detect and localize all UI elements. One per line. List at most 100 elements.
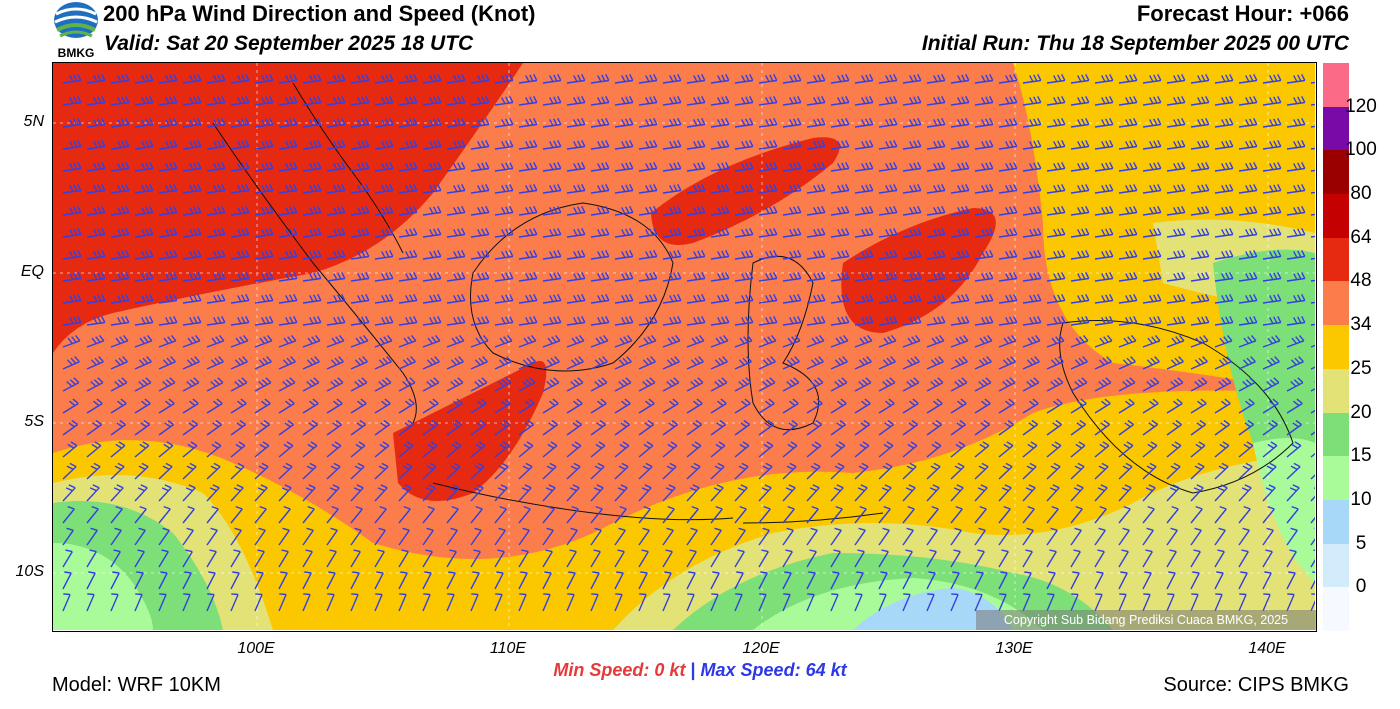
wind-barb (542, 73, 562, 84)
wind-barb (566, 95, 586, 106)
wind-barb (278, 183, 298, 194)
wind-barb (494, 293, 514, 304)
wind-barb (1070, 549, 1081, 568)
wind-barb (686, 398, 703, 414)
wind-barb (1238, 183, 1258, 194)
wind-barb (158, 419, 175, 436)
wind-barb (254, 334, 273, 348)
wind-barb (1094, 571, 1104, 590)
wind-barb (398, 549, 409, 568)
wind-barb (614, 73, 634, 84)
wind-barb (1118, 227, 1138, 238)
wind-barb (182, 139, 202, 150)
wind-barb (158, 205, 178, 216)
wind-barb (1190, 593, 1199, 612)
wind-barb (1070, 73, 1090, 84)
wind-barb (494, 398, 511, 414)
wind-barb (950, 161, 970, 172)
wind-barb (302, 73, 322, 84)
wind-barb (62, 139, 82, 150)
wind-barb (1166, 161, 1186, 172)
wind-barb (638, 95, 658, 106)
wind-barb (854, 271, 874, 282)
wind-barb (110, 484, 124, 502)
wind-barb (86, 249, 106, 260)
wind-barb (950, 462, 965, 480)
wind-barb (710, 505, 723, 524)
wind-barb (182, 549, 193, 568)
wind-barb (110, 398, 127, 414)
wind-barb (1022, 183, 1042, 194)
wind-barb (950, 139, 970, 150)
wind-barb (830, 549, 841, 568)
wind-barb (926, 249, 946, 260)
wind-barb (542, 571, 552, 590)
wind-barb (542, 484, 556, 502)
forecast-hour: Forecast Hour: +066 (1136, 1, 1349, 26)
wind-barb (230, 249, 250, 260)
wind-barb (134, 161, 154, 172)
wind-barb (254, 205, 274, 216)
wind-barb (782, 527, 794, 546)
wind-barb (926, 593, 935, 612)
wind-barb (86, 95, 106, 106)
wind-barb (782, 95, 802, 106)
wind-barb (302, 117, 322, 128)
wind-barb (254, 315, 274, 326)
wind-barb (782, 356, 800, 370)
wind-barb (662, 161, 682, 172)
wind-barb (110, 419, 127, 436)
wind-barb (518, 549, 529, 568)
wind-barb (1094, 227, 1114, 238)
wind-barb (974, 271, 994, 282)
wind-barb (86, 593, 95, 612)
wind-barb (326, 205, 346, 216)
wind-barb (710, 398, 727, 414)
wind-barb (350, 571, 360, 590)
wind-barb (830, 139, 850, 150)
wind-barb (1070, 462, 1085, 480)
wind-barb (854, 293, 874, 304)
wind-barb (1214, 398, 1231, 414)
wind-barb (398, 462, 413, 480)
wind-barb (398, 183, 418, 194)
wind-barb (1190, 334, 1209, 348)
wind-barb (1166, 593, 1175, 612)
wind-barb (1238, 571, 1248, 590)
wind-barb (62, 419, 79, 436)
wind-barb (734, 356, 752, 370)
wind-barb (1094, 183, 1114, 194)
wind-barb (926, 549, 937, 568)
wind-barb (662, 571, 672, 590)
wind-barb (1238, 527, 1250, 546)
wind-barb (854, 227, 874, 238)
wind-barb (734, 505, 747, 524)
wind-barb (1214, 441, 1230, 458)
wind-barb (710, 95, 730, 106)
wind-barb (350, 205, 370, 216)
wind-barb (62, 249, 82, 260)
wind-barb (230, 161, 250, 172)
wind-barb (374, 315, 394, 326)
wind-barb (638, 356, 656, 370)
wind-barb (902, 593, 911, 612)
wind-barb (422, 505, 435, 524)
wind-barb (494, 484, 508, 502)
wind-barb (62, 293, 82, 304)
wind-barb (494, 441, 510, 458)
wind-barb (614, 377, 632, 392)
wind-barb (758, 462, 773, 480)
wind-barb (1190, 484, 1204, 502)
wind-barb (1166, 356, 1184, 370)
speed-zone-48-64 (53, 63, 523, 353)
wind-barb (638, 571, 648, 590)
wind-barb (374, 441, 390, 458)
wind-barb (782, 549, 793, 568)
wind-barb (1214, 593, 1223, 612)
wind-barb (62, 441, 78, 458)
wind-barb (974, 117, 994, 128)
speed-summary: Min Speed: 0 kt | Max Speed: 64 kt (0, 660, 1400, 681)
wind-barb (86, 549, 97, 568)
wind-barb (998, 249, 1018, 260)
wind-barb (974, 293, 994, 304)
